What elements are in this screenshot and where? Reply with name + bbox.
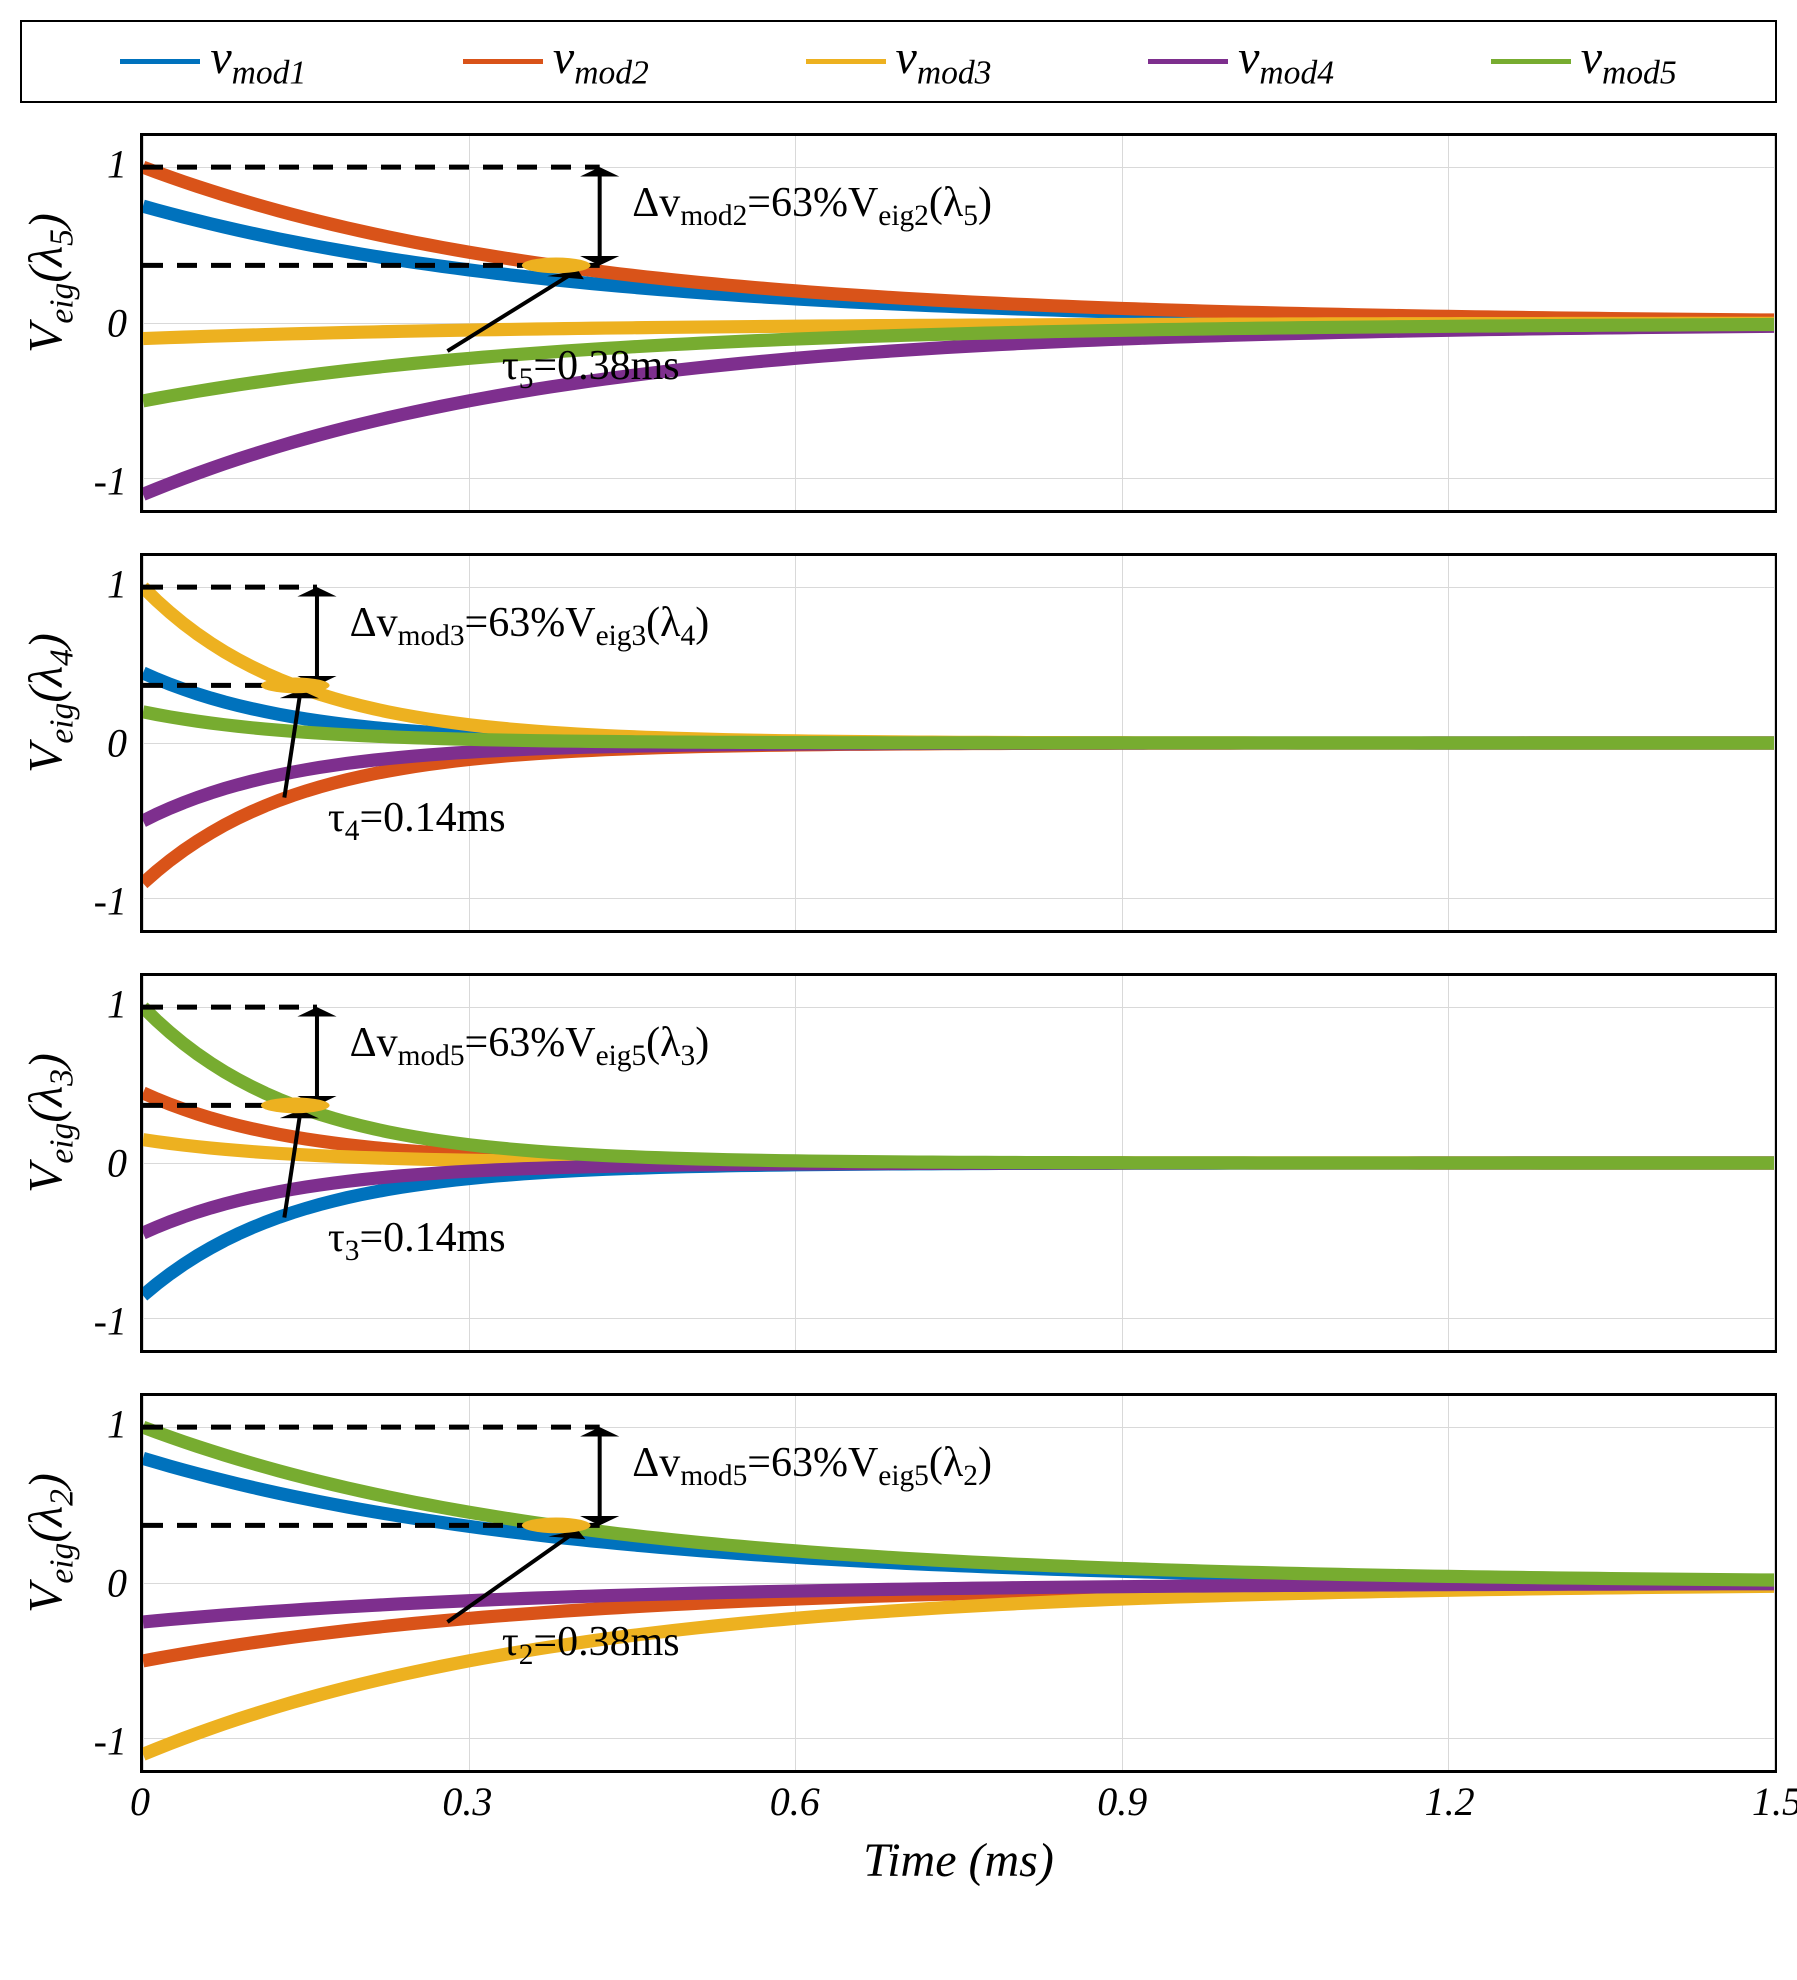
tau-marker (522, 1517, 591, 1533)
x-tick: 0.9 (1097, 1778, 1147, 1825)
plot-area: Δvmod5=63%Veig5(λ2)τ2=0.38ms (140, 1393, 1777, 1773)
panel-1: Veig(λ5) -1 0 1 Δvmod2=63%Veig2(λ5)τ5=0.38ms (20, 133, 1777, 513)
plot-area: Δvmod3=63%Veig3(λ4)τ4=0.14ms (140, 553, 1777, 933)
legend-label: vmod3 (896, 30, 992, 93)
x-tick: 1.5 (1752, 1778, 1797, 1825)
delta-arrow (580, 167, 619, 265)
y-axis-label: Veig(λ2) (19, 1553, 82, 1613)
legend-swatch (463, 59, 543, 64)
panel-2: Veig(λ4) -1 0 1 Δvmod3=63%Veig3(λ4)τ4=0.14ms (20, 553, 1777, 933)
y-axis-label: Veig(λ4) (19, 713, 82, 773)
delta-arrow (297, 1007, 336, 1105)
plot-area: Δvmod5=63%Veig5(λ3)τ3=0.14ms (140, 973, 1777, 1353)
tau-marker (522, 257, 591, 273)
series-3 (143, 1586, 1774, 1754)
series-3 (143, 587, 1774, 743)
curves-svg (143, 556, 1774, 930)
y-ticks: -1 0 1 (80, 133, 135, 513)
y-axis-label: Veig(λ3) (19, 1133, 82, 1193)
y-axis-label: Veig(λ5) (19, 293, 82, 353)
y-tick: 1 (107, 981, 127, 1028)
legend-swatch (1148, 59, 1228, 64)
y-ticks: -1 0 1 (80, 1393, 135, 1773)
series-5 (143, 1427, 1774, 1580)
curves-svg (143, 136, 1774, 510)
panels-container: Veig(λ5) -1 0 1 Δvmod2=63%Veig2(λ5)τ5=0.38ms… (20, 133, 1777, 1773)
series-4 (143, 1163, 1774, 1233)
legend-label: vmod1 (210, 30, 306, 93)
y-tick: 0 (107, 719, 127, 766)
x-tick: 0 (130, 1778, 150, 1825)
tau-marker (261, 677, 330, 693)
delta-arrow (297, 587, 336, 685)
y-tick: 0 (107, 1139, 127, 1186)
tau-marker (261, 1097, 330, 1113)
series-4 (143, 743, 1774, 821)
y-tick: -1 (94, 1297, 127, 1344)
legend-swatch (1491, 59, 1571, 64)
legend-item-2: vmod2 (463, 30, 649, 93)
delta-arrow (580, 1427, 619, 1525)
x-ticks: 00.30.60.91.21.5 (140, 1778, 1777, 1828)
y-tick: -1 (94, 877, 127, 924)
curves-svg (143, 976, 1774, 1350)
y-tick: 1 (107, 141, 127, 188)
grid-line (1774, 136, 1775, 510)
legend-swatch (120, 59, 200, 64)
curves-svg (143, 1396, 1774, 1770)
legend-label: vmod2 (553, 30, 649, 93)
y-tick: -1 (94, 1717, 127, 1764)
x-tick: 0.6 (770, 1778, 820, 1825)
series-5 (143, 1007, 1774, 1163)
y-ticks: -1 0 1 (80, 973, 135, 1353)
legend-item-3: vmod3 (806, 30, 992, 93)
legend-label: vmod5 (1581, 30, 1677, 93)
y-tick: 0 (107, 1559, 127, 1606)
y-tick: 1 (107, 1401, 127, 1448)
legend-swatch (806, 59, 886, 64)
x-axis-label: Time (ms) (140, 1833, 1777, 1888)
tau-arrow (280, 690, 319, 798)
series-2 (143, 167, 1774, 320)
legend-item-1: vmod1 (120, 30, 306, 93)
y-tick: 0 (107, 299, 127, 346)
legend-label: vmod4 (1238, 30, 1334, 93)
grid-line (1774, 1396, 1775, 1770)
y-ticks: -1 0 1 (80, 553, 135, 933)
series-4 (143, 326, 1774, 494)
series-2 (143, 1584, 1774, 1660)
plot-area: Δvmod2=63%Veig2(λ5)τ5=0.38ms (140, 133, 1777, 513)
figure: vmod1vmod2vmod3vmod4vmod5 Veig(λ5)-101Δv… (20, 20, 1777, 1888)
y-tick: -1 (94, 457, 127, 504)
legend-item-5: vmod5 (1491, 30, 1677, 93)
grid-line (1774, 556, 1775, 930)
y-tick: 1 (107, 561, 127, 608)
panel-4: Veig(λ2) -1 0 1 Δvmod5=63%Veig5(λ2)τ2=0.38ms… (20, 1393, 1777, 1773)
panel-3: Veig(λ3) -1 0 1 Δvmod5=63%Veig5(λ3)τ3=0.14ms (20, 973, 1777, 1353)
legend: vmod1 vmod2 vmod3 vmod4 vmod5 (20, 20, 1777, 103)
x-tick: 1.2 (1425, 1778, 1475, 1825)
x-tick: 0.3 (442, 1778, 492, 1825)
grid-line (1774, 976, 1775, 1350)
legend-item-4: vmod4 (1148, 30, 1334, 93)
